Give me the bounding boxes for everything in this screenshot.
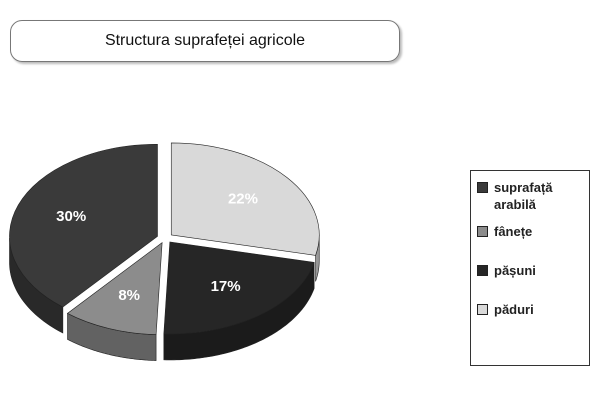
legend-swatch — [477, 304, 488, 315]
chart-title: Structura suprafeței agricole — [10, 20, 400, 62]
legend-item: pășuni — [477, 262, 583, 279]
data-label: 8% — [118, 287, 140, 304]
legend-swatch — [477, 226, 488, 237]
legend-label: suprafață arabilă — [494, 180, 553, 212]
legend-swatch — [477, 265, 488, 276]
data-label: 22% — [228, 190, 258, 207]
slice — [170, 142, 320, 256]
slice — [163, 241, 315, 335]
legend-item: suprafață arabilă — [477, 179, 583, 213]
legend-label: fânețe — [494, 224, 533, 239]
legend-label: păduri — [494, 302, 534, 317]
data-label: 30% — [56, 208, 86, 225]
data-label: 17% — [211, 278, 241, 295]
slice — [9, 144, 158, 308]
legend-swatch — [477, 182, 488, 193]
legend-item: păduri — [477, 301, 583, 318]
legend-item: fânețe — [477, 223, 583, 240]
legend-label: pășuni — [494, 263, 536, 278]
slice — [66, 242, 163, 335]
legend: suprafață arabilă fânețe pășuni păduri — [470, 170, 590, 366]
